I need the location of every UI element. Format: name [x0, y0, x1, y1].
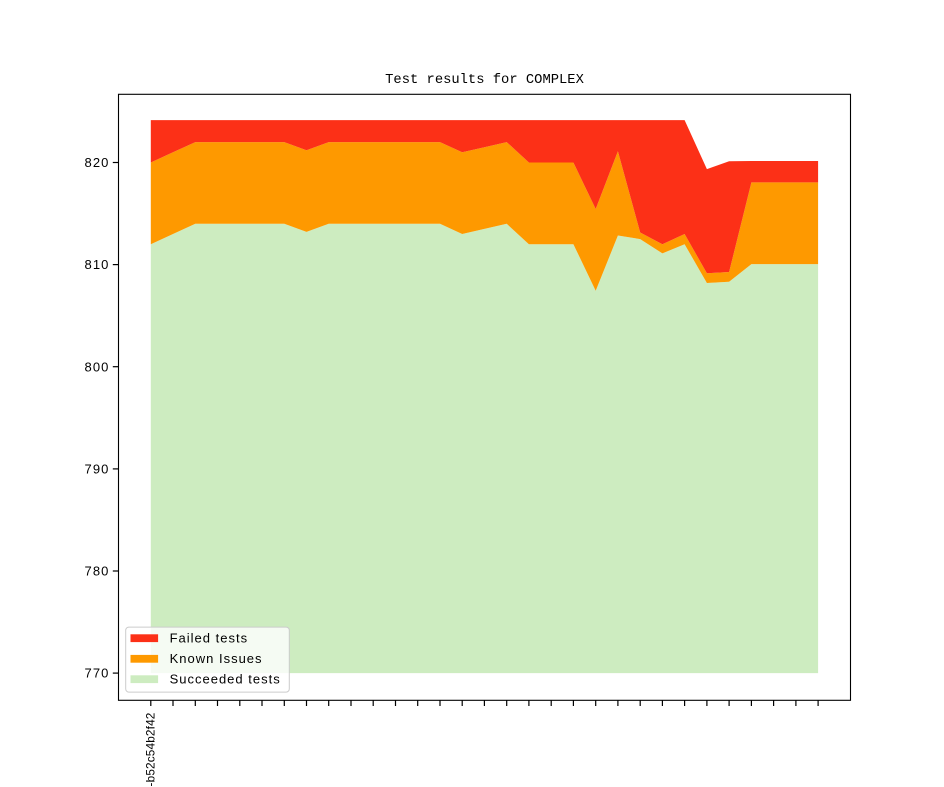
svg-text:800: 800 [85, 359, 110, 374]
svg-text:790: 790 [85, 462, 110, 477]
svg-text:820: 820 [85, 155, 110, 170]
svg-text:Failed tests: Failed tests [170, 631, 248, 646]
svg-text:780: 780 [85, 564, 110, 579]
svg-text:Succeeded tests: Succeeded tests [170, 672, 281, 687]
svg-text:770: 770 [85, 666, 110, 681]
svg-text:810: 810 [85, 257, 110, 272]
svg-text:Test results for COMPLEX: Test results for COMPLEX [385, 72, 584, 88]
svg-text:Known Issues: Known Issues [170, 651, 263, 666]
svg-text:2-b52c54b2f42: 2-b52c54b2f42 [143, 713, 157, 787]
